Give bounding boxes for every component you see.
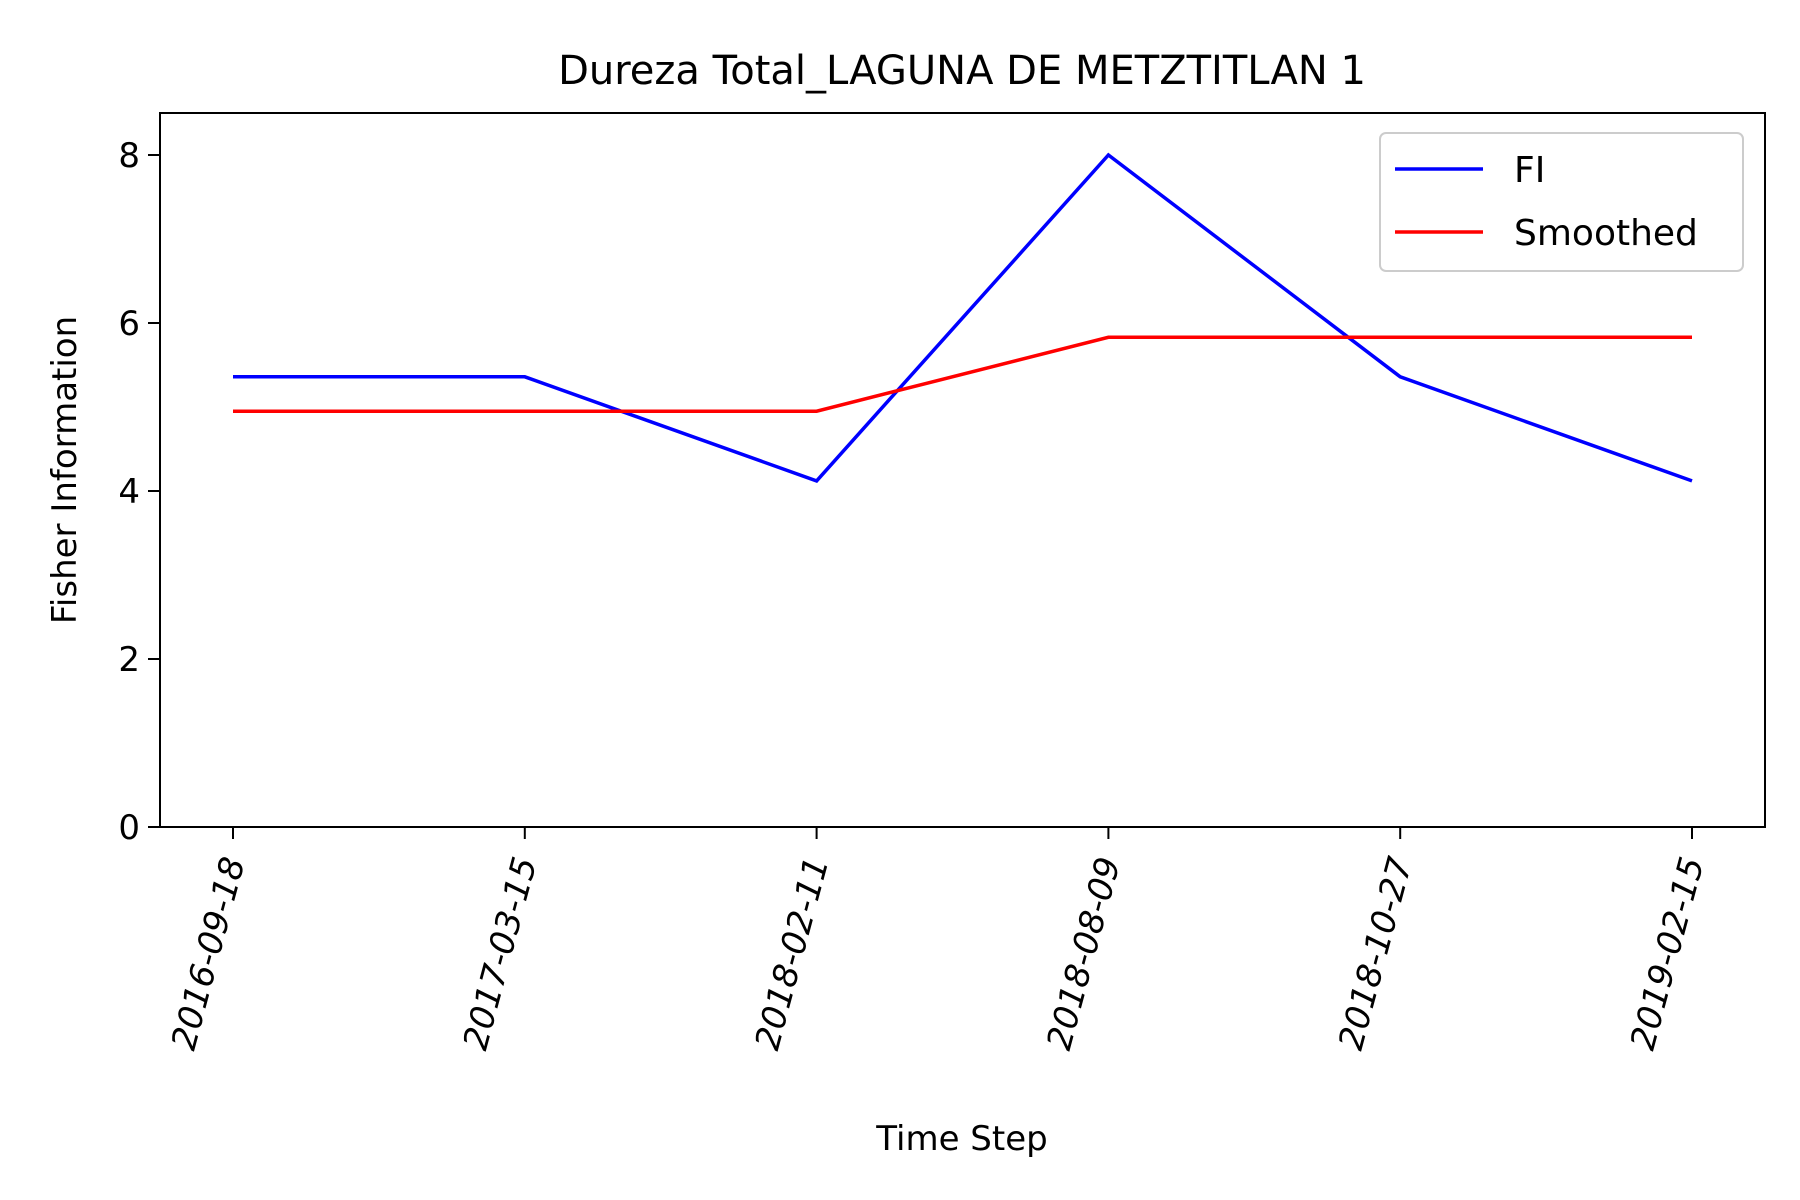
- y-tick-label: 2: [118, 640, 140, 680]
- legend: FI Smoothed: [1379, 132, 1744, 272]
- plot-frame: [159, 112, 1766, 828]
- legend-label-fi: FI: [1514, 150, 1545, 191]
- y-tick-label: 6: [118, 304, 140, 344]
- series-line-smoothed: [233, 335, 1692, 413]
- y-tick-label: 8: [118, 136, 140, 176]
- chart-title: Dureza Total_LAGUNA DE METZTITLAN 1: [558, 48, 1366, 94]
- y-tick-label: 0: [118, 808, 140, 848]
- x-axis-label: Time Step: [875, 1119, 1047, 1159]
- y-axis-label: Fisher Information: [45, 316, 85, 624]
- series-line-fi: [233, 152, 1693, 483]
- series-layer: [233, 152, 1693, 483]
- y-tick-label: 4: [118, 472, 140, 512]
- legend-label-smoothed: Smoothed: [1514, 213, 1698, 254]
- y-axis: 0 2 4 6 8: [118, 136, 160, 848]
- legend-items: FI Smoothed: [1395, 150, 1698, 254]
